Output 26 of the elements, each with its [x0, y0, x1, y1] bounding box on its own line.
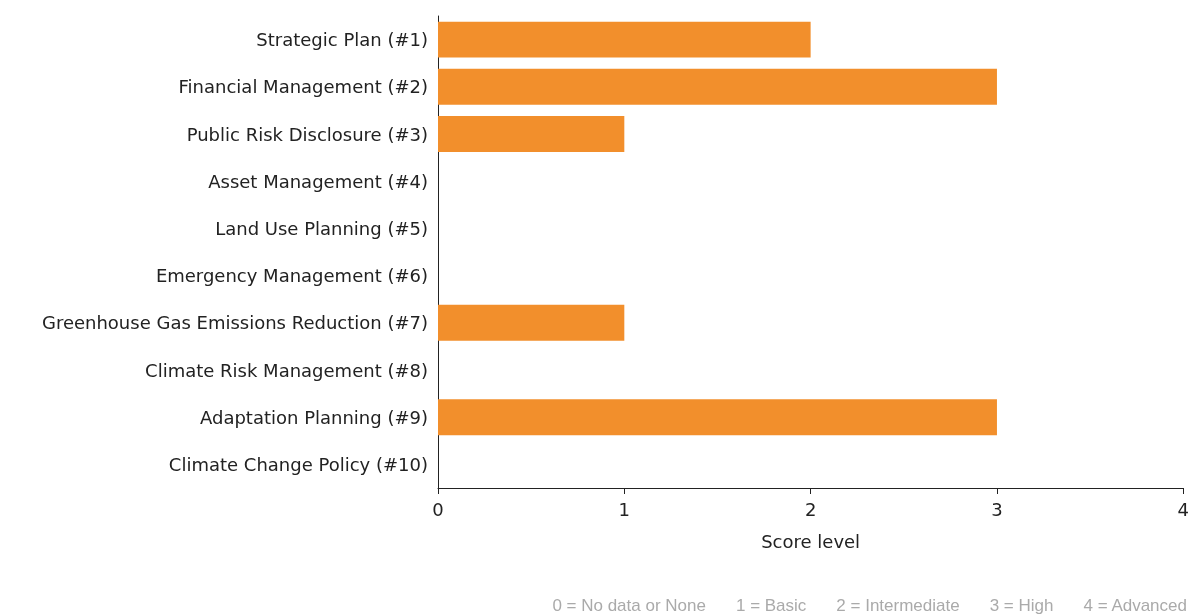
y-tick-label: Land Use Planning (#5) [215, 217, 428, 239]
x-tick-label: 0 [432, 498, 444, 520]
x-axis-title: Score level [761, 530, 861, 552]
y-tick-label: Emergency Management (#6) [155, 265, 428, 287]
text: 0 = No data or None [552, 596, 706, 616]
text: 3 = High [989, 596, 1054, 616]
text: 2 = Intermediate [836, 596, 960, 616]
text: 4 = Advanced [1083, 596, 1187, 616]
x-tick-label: 4 [1177, 498, 1189, 520]
y-tick-label: Financial Management (#2) [178, 76, 428, 98]
bar [438, 116, 625, 152]
x-tick-label: 2 [804, 498, 817, 520]
x-tick-label: 3 [991, 498, 1003, 520]
y-tick-label: Climate Risk Management (#8) [145, 359, 428, 381]
y-tick-label: Asset Management (#4) [208, 170, 428, 192]
y-tick-label: Public Risk Disclosure (#3) [186, 123, 428, 145]
bar [438, 21, 811, 58]
y-tick-label: Climate Change Policy (#10) [168, 453, 428, 475]
bar [438, 68, 997, 105]
y-tick-label: Adaptation Planning (#9) [199, 406, 428, 428]
bar [438, 304, 625, 341]
bar [438, 399, 997, 436]
y-tick-label: Strategic Plan (#1) [256, 29, 428, 51]
text: 1 = Basic [735, 596, 807, 616]
y-tick-label: Greenhouse Gas Emissions Reduction (#7) [41, 312, 428, 334]
x-tick-label: 1 [618, 498, 631, 520]
